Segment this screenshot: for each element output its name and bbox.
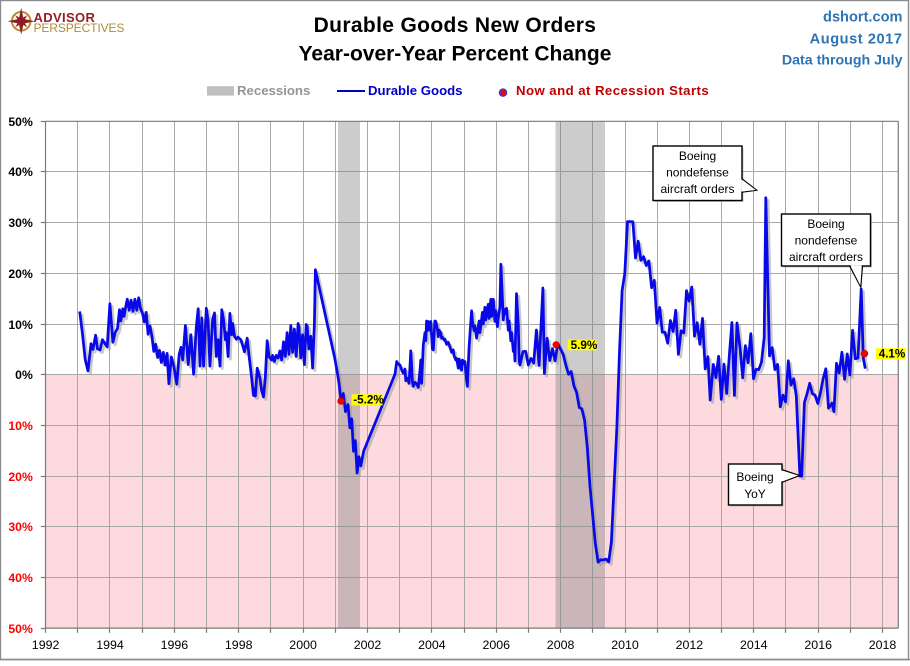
svg-text:2012: 2012 [676, 638, 704, 652]
svg-text:1994: 1994 [96, 638, 124, 652]
svg-text:0%: 0% [15, 368, 33, 382]
svg-text:2016: 2016 [804, 638, 832, 652]
svg-text:-5.2%: -5.2% [353, 394, 384, 407]
svg-text:5.9%: 5.9% [571, 339, 598, 352]
svg-text:aircraft orders: aircraft orders [789, 250, 863, 264]
svg-text:ADVISOR: ADVISOR [34, 10, 96, 25]
svg-text:Durable Goods: Durable Goods [368, 83, 463, 98]
svg-text:2004: 2004 [418, 638, 446, 652]
svg-text:nondefense: nondefense [666, 166, 729, 180]
svg-text:40%: 40% [8, 165, 33, 179]
svg-text:aircraft orders: aircraft orders [660, 182, 734, 196]
svg-text:PERSPECTIVES: PERSPECTIVES [34, 21, 125, 35]
svg-text:20%: 20% [8, 470, 33, 484]
svg-text:10%: 10% [8, 318, 33, 332]
svg-text:50%: 50% [8, 622, 33, 636]
svg-text:Data through July: Data through July [782, 52, 903, 68]
svg-text:Durable Goods New Orders: Durable Goods New Orders [314, 14, 597, 37]
svg-text:nondefense: nondefense [795, 234, 858, 248]
svg-text:2008: 2008 [547, 638, 575, 652]
svg-text:2000: 2000 [289, 638, 317, 652]
svg-text:30%: 30% [8, 216, 33, 230]
svg-text:20%: 20% [8, 267, 33, 281]
svg-text:1996: 1996 [161, 638, 189, 652]
svg-text:Boeing: Boeing [679, 149, 716, 163]
svg-text:August 2017: August 2017 [810, 32, 903, 48]
svg-text:Boeing: Boeing [736, 470, 773, 484]
svg-text:Now and at Recession Starts: Now and at Recession Starts [516, 83, 709, 98]
svg-text:4.1%: 4.1% [879, 348, 906, 361]
svg-text:Year-over-Year Percent Change: Year-over-Year Percent Change [299, 42, 612, 65]
svg-text:1992: 1992 [32, 638, 60, 652]
svg-text:Boeing: Boeing [807, 217, 844, 231]
svg-text:2006: 2006 [483, 638, 511, 652]
svg-text:YoY: YoY [744, 487, 766, 501]
svg-text:1998: 1998 [225, 638, 253, 652]
svg-text:2018: 2018 [869, 638, 897, 652]
svg-text:2010: 2010 [611, 638, 639, 652]
svg-text:50%: 50% [8, 115, 33, 129]
svg-text:Recessions: Recessions [237, 83, 310, 98]
svg-text:10%: 10% [8, 419, 33, 433]
svg-text:30%: 30% [8, 520, 33, 534]
svg-text:dshort.com: dshort.com [823, 9, 902, 25]
svg-text:2002: 2002 [354, 638, 382, 652]
svg-text:2014: 2014 [740, 638, 768, 652]
svg-text:40%: 40% [8, 571, 33, 585]
